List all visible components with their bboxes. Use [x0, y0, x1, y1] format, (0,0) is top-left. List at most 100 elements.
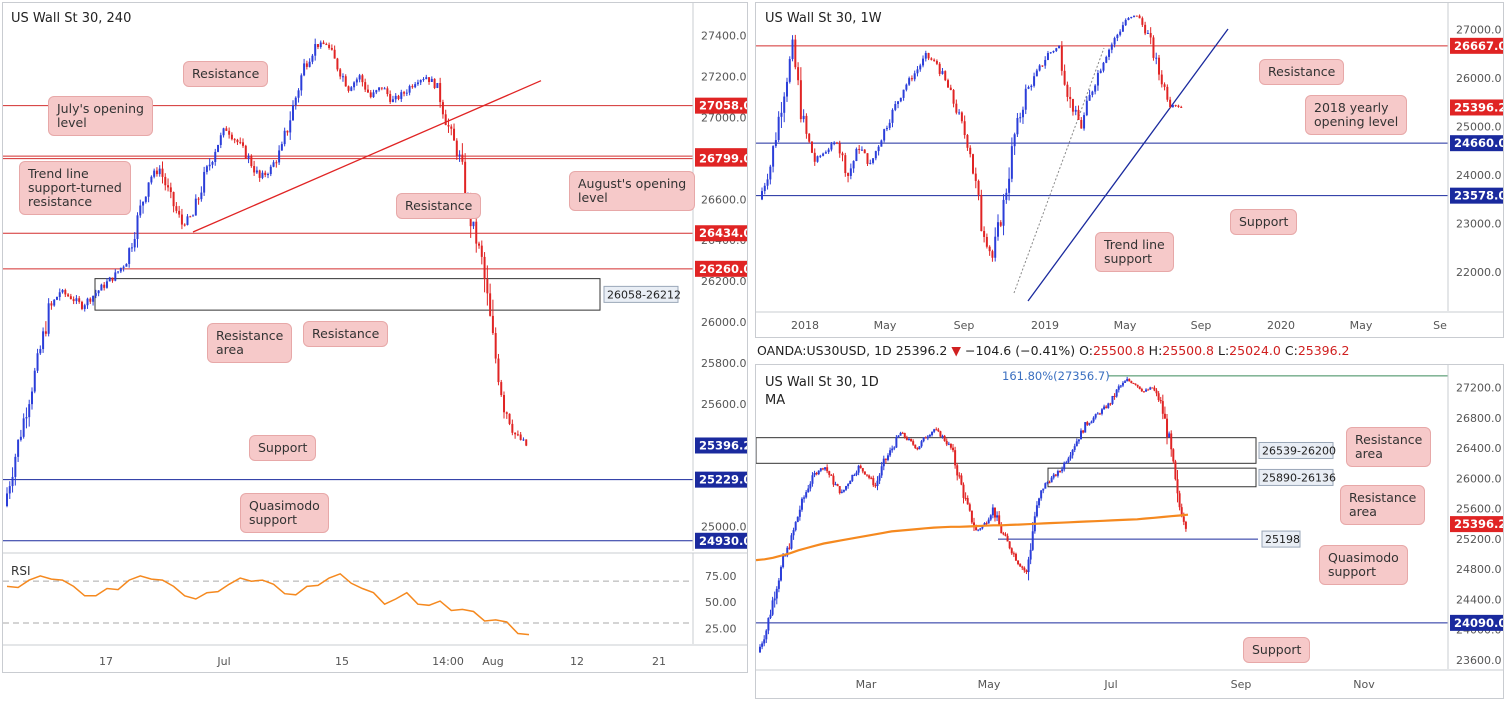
d1-candle-body-203 [1184, 521, 1187, 529]
h4-level-label-0-bg [695, 97, 747, 114]
h4-candle-body-26 [78, 298, 81, 302]
d1-candle-body-186 [1149, 387, 1152, 390]
d1-candle-body-141 [1054, 474, 1057, 476]
h4-candle-body-141 [397, 95, 400, 99]
h4-candle-body-117 [330, 47, 333, 50]
d1-candle-body-181 [1138, 386, 1141, 390]
w1-candle-body-81 [985, 236, 988, 247]
d1-candle-body-126 [1023, 567, 1026, 571]
h4-candle-body-125 [353, 82, 356, 88]
d1-candle-body-30 [821, 468, 824, 470]
d1-candle-body-120 [1010, 548, 1013, 554]
d1-candle-body-154 [1082, 430, 1085, 433]
d1-candle-body-28 [817, 470, 820, 475]
d1-candle-body-121 [1012, 553, 1015, 555]
h4-candle-body-85 [242, 142, 245, 146]
w1-candle-body-83 [991, 251, 994, 258]
h4-candle-body-39 [114, 272, 117, 281]
h4-candle-body-52 [150, 176, 153, 183]
d1-candle-body-133 [1038, 498, 1041, 506]
w1-candle-body-145 [1163, 84, 1166, 87]
d1-y-tick-6: 24800.0 [1456, 563, 1502, 576]
d1-candle-body-94 [956, 465, 959, 476]
h4-candle-body-165 [464, 161, 467, 198]
w1-candle-body-16 [805, 115, 808, 134]
d1-candle-body-115 [1000, 525, 1003, 534]
infobar-change: −104.6 (−0.41%) [964, 343, 1076, 358]
infobar-open-label: O: [1079, 343, 1093, 358]
w1-candle-body-18 [810, 141, 813, 153]
w1-candle-body-42 [877, 146, 880, 152]
w1-candle-body-7 [780, 112, 783, 117]
d1-candle-body-27 [815, 472, 818, 475]
d1-candle-body-74 [914, 444, 917, 449]
h4-candle-body-103 [291, 105, 294, 121]
w1-candle-body-121 [1096, 72, 1099, 86]
w1-candle-body-93 [1019, 117, 1022, 119]
h4-annotation-resistance-low: Resistance [303, 321, 389, 347]
h4-candle-body-161 [453, 128, 456, 141]
h4-candle-body-82 [233, 139, 236, 141]
h4-candle-body-44 [128, 248, 131, 264]
w1-candle-body-67 [947, 80, 950, 88]
w1-candle-body-125 [1108, 49, 1111, 57]
w1-candle-body-66 [944, 71, 947, 81]
d1-candle-body-175 [1126, 378, 1129, 382]
h4-candle-body-48 [139, 205, 142, 216]
w1-candle-body-64 [938, 63, 941, 74]
d1-annotation-support: Support [1243, 637, 1311, 663]
h4-candle-body-86 [244, 145, 247, 159]
w1-candle-body-27 [835, 142, 838, 144]
d1-candle-body-37 [836, 484, 839, 487]
h4-candle-body-72 [205, 166, 208, 172]
w1-candle-body-96 [1027, 87, 1030, 89]
w1-candle-body-77 [974, 173, 977, 181]
d1-candle-body-109 [987, 519, 990, 524]
w1-x-tick-5: Sep [1191, 319, 1212, 332]
w1-candle-body-62 [933, 59, 936, 61]
d1-candle-body-4 [767, 617, 770, 631]
w1-candle-body-146 [1166, 86, 1169, 100]
d1-candle-body-147 [1067, 458, 1070, 463]
h4-candle-body-157 [441, 102, 444, 115]
w1-candle-body-22 [822, 153, 825, 156]
h4-candle-body-61 [175, 206, 178, 211]
d1-candle-body-98 [964, 497, 967, 499]
d1-candle-body-178 [1132, 383, 1135, 385]
w1-candle-body-118 [1088, 94, 1091, 101]
w1-candle-body-132 [1127, 18, 1130, 21]
d1-zone-box-1 [1047, 467, 1257, 488]
w1-level-label-0: 26667.0 [1454, 39, 1504, 53]
d1-candle-body-39 [840, 491, 843, 494]
w1-candle-body-109 [1063, 70, 1066, 85]
h4-candle-body-7 [25, 417, 28, 419]
h4-candle-body-122 [344, 76, 347, 87]
d1-candle-body-65 [895, 437, 898, 448]
h4-candle-body-19 [58, 292, 61, 297]
h4-candle-body-178 [500, 382, 503, 396]
d1-candle-body-196 [1170, 433, 1173, 450]
h4-candle-body-11 [36, 353, 39, 371]
d1-candle-body-49 [861, 468, 864, 472]
d1-candle-body-189 [1155, 390, 1158, 394]
w1-candle-body-56 [916, 69, 919, 74]
d1-candle-body-124 [1019, 564, 1022, 567]
d1-y-tick-7: 24400.0 [1456, 593, 1502, 606]
h4-zone-label: 26058-26212 [607, 288, 681, 301]
h4-level-label-3-bg [695, 225, 747, 242]
w1-x-tick-1: May [874, 319, 897, 332]
infobar-high-label: H: [1148, 343, 1163, 358]
w1-candle-body-135 [1135, 15, 1138, 17]
d1-candle-body-108 [985, 523, 988, 525]
infobar-low: 25024.0 [1229, 343, 1281, 358]
h4-candle-body-143 [403, 92, 406, 94]
d1-candle-body-82 [931, 431, 934, 436]
d1-candle-body-7 [773, 598, 776, 601]
d1-candle-body-201 [1180, 507, 1183, 517]
w1-candle-body-82 [988, 246, 991, 252]
d1-candle-body-169 [1113, 395, 1116, 397]
d1-candle-body-87 [941, 435, 944, 437]
w1-candle-body-17 [808, 133, 811, 142]
w1-candle-body-43 [880, 140, 883, 147]
d1-candle-body-164 [1103, 406, 1106, 410]
